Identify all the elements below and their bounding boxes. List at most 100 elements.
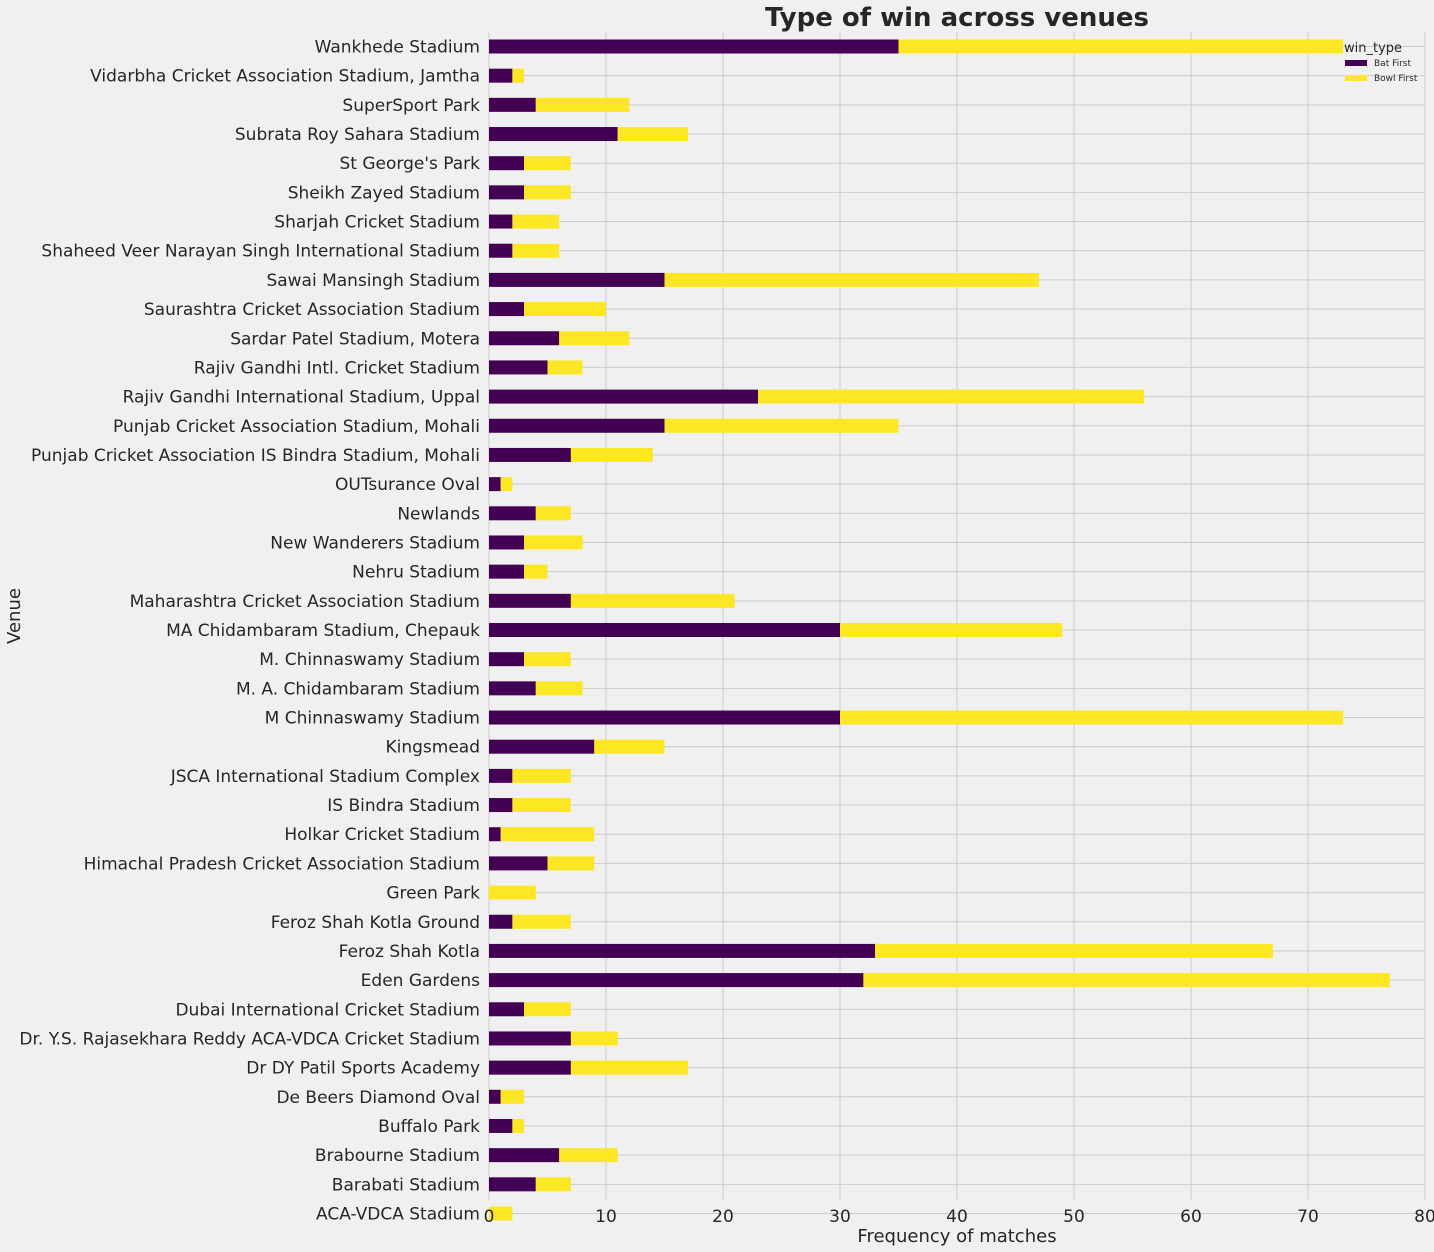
bar-bat-first xyxy=(489,1177,536,1192)
bar-bowl-first xyxy=(559,331,630,346)
bar-bat-first xyxy=(489,447,571,462)
x-axis-label: Frequency of matches xyxy=(857,1226,1056,1247)
bar-bowl-first xyxy=(524,1002,571,1017)
venue-label: MA Chidambaram Stadium, Chepauk xyxy=(166,621,480,641)
legend: win_type Bat First Bowl First xyxy=(1344,41,1418,84)
bar-bowl-first xyxy=(535,681,583,696)
bar-bat-first xyxy=(489,623,840,637)
x-tick-labels: 0 10 20 30 40 50 60 70 80 xyxy=(484,1207,1434,1227)
venue-label: Holkar Cricket Stadium xyxy=(284,825,480,845)
bar-bowl-first xyxy=(500,827,595,842)
bar-bowl-first xyxy=(898,39,1344,54)
bar-bowl-first xyxy=(559,1148,618,1163)
x-tick-label: 30 xyxy=(829,1207,851,1227)
bar-bat-first xyxy=(489,535,525,550)
bar-bat-first xyxy=(489,185,525,200)
bar-bowl-first xyxy=(570,1031,618,1046)
bar-bat-first xyxy=(489,710,840,725)
venue-label: New Wanderers Stadium xyxy=(270,533,480,553)
bar-bat-first xyxy=(489,127,618,142)
venue-label: De Beers Diamond Oval xyxy=(276,1088,480,1108)
bar-bat-first xyxy=(489,973,864,988)
bar-bat-first xyxy=(489,1002,525,1017)
bar-bat-first xyxy=(489,1148,560,1163)
venue-label: Feroz Shah Kotla xyxy=(339,942,480,962)
venue-label: Feroz Shah Kotla Ground xyxy=(271,913,480,933)
bar-bowl-first xyxy=(524,156,571,171)
x-tick-label: 20 xyxy=(712,1207,734,1227)
bar-bat-first xyxy=(489,593,571,608)
bar-bat-first xyxy=(489,768,513,783)
venue-label: Wankhede Stadium xyxy=(315,38,480,58)
bar-bowl-first xyxy=(570,593,735,608)
bar-bat-first xyxy=(489,302,525,317)
bars xyxy=(489,39,1390,1221)
bar-bowl-first xyxy=(524,302,606,317)
bar-bat-first xyxy=(489,360,548,375)
bar-bat-first xyxy=(489,477,501,492)
bar-bat-first xyxy=(489,156,525,171)
venue-label: OUTsurance Oval xyxy=(335,475,480,495)
venue-label: Kingsmead xyxy=(385,738,480,758)
bar-bat-first xyxy=(489,564,525,579)
bar-bowl-first xyxy=(489,885,536,900)
venue-label: St George's Park xyxy=(339,154,480,174)
bar-bowl-first xyxy=(535,506,571,521)
bar-bat-first xyxy=(489,389,759,404)
bar-bowl-first xyxy=(524,185,571,200)
venue-tick-labels: Wankhede Stadium Vidarbha Cricket Associa… xyxy=(19,38,480,1225)
bar-bowl-first xyxy=(758,389,1145,404)
bar-bat-first xyxy=(489,39,899,54)
bar-bat-first xyxy=(489,798,513,813)
venue-label: JSCA International Stadium Complex xyxy=(170,767,480,787)
venue-label: ACA-VDCA Stadium xyxy=(316,1205,480,1225)
bar-bat-first xyxy=(489,272,665,287)
venue-label: M. Chinnaswamy Stadium xyxy=(259,650,480,670)
bar-bowl-first xyxy=(547,856,595,871)
y-axis-label: Venue xyxy=(4,588,25,644)
bar-bowl-first xyxy=(500,477,513,492)
legend-title: win_type xyxy=(1344,41,1402,56)
venue-label: Sawai Mansingh Stadium xyxy=(266,271,480,291)
x-tick-label: 50 xyxy=(1063,1207,1085,1227)
x-tick-label: 60 xyxy=(1180,1207,1202,1227)
venue-label: Subrata Roy Sahara Stadium xyxy=(235,125,480,145)
bar-bowl-first xyxy=(512,1118,525,1133)
bar-bowl-first xyxy=(840,710,1344,725)
legend-label-bat-first: Bat First xyxy=(1374,59,1411,69)
bar-bat-first xyxy=(489,739,595,754)
venue-label: Punjab Cricket Association IS Bindra Sta… xyxy=(31,446,480,466)
venue-label: Sharjah Cricket Stadium xyxy=(274,213,480,233)
bar-bowl-first xyxy=(512,214,560,229)
venue-label: M Chinnaswamy Stadium xyxy=(265,709,480,729)
bar-bowl-first xyxy=(512,68,525,83)
bar-bowl-first xyxy=(547,360,583,375)
venue-label: Punjab Cricket Association Stadium, Moha… xyxy=(113,417,480,437)
bar-bat-first xyxy=(489,1118,513,1133)
venue-label: Green Park xyxy=(386,884,480,904)
bar-bat-first xyxy=(489,506,536,521)
x-tick-label: 10 xyxy=(595,1207,617,1227)
bar-bowl-first xyxy=(664,418,899,433)
x-tick-label: 80 xyxy=(1414,1207,1434,1227)
x-tick-label: 0 xyxy=(484,1207,495,1227)
bar-bowl-first xyxy=(512,798,571,813)
grid-lines xyxy=(488,32,1426,1214)
bar-bat-first xyxy=(489,97,536,112)
venue-label: Dr DY Patil Sports Academy xyxy=(246,1059,480,1079)
bar-bowl-first xyxy=(840,623,1063,637)
bar-bowl-first xyxy=(570,447,653,462)
venue-label: Nehru Stadium xyxy=(352,563,480,583)
venue-label: Rajiv Gandhi Intl. Cricket Stadium xyxy=(194,358,480,378)
venue-label: Saurashtra Cricket Association Stadium xyxy=(144,300,480,320)
venue-label: Dubai International Cricket Stadium xyxy=(175,1000,480,1020)
bar-bat-first xyxy=(489,827,501,842)
bar-bowl-first xyxy=(500,1089,525,1104)
venue-label: Shaheed Veer Narayan Singh International… xyxy=(41,242,480,262)
bar-bat-first xyxy=(489,331,560,346)
venue-label: M. A. Chidambaram Stadium xyxy=(236,679,480,699)
legend-swatch-bowl-first xyxy=(1345,75,1367,81)
x-tick-label: 40 xyxy=(946,1207,968,1227)
venue-label: Himachal Pradesh Cricket Association Sta… xyxy=(84,854,480,874)
